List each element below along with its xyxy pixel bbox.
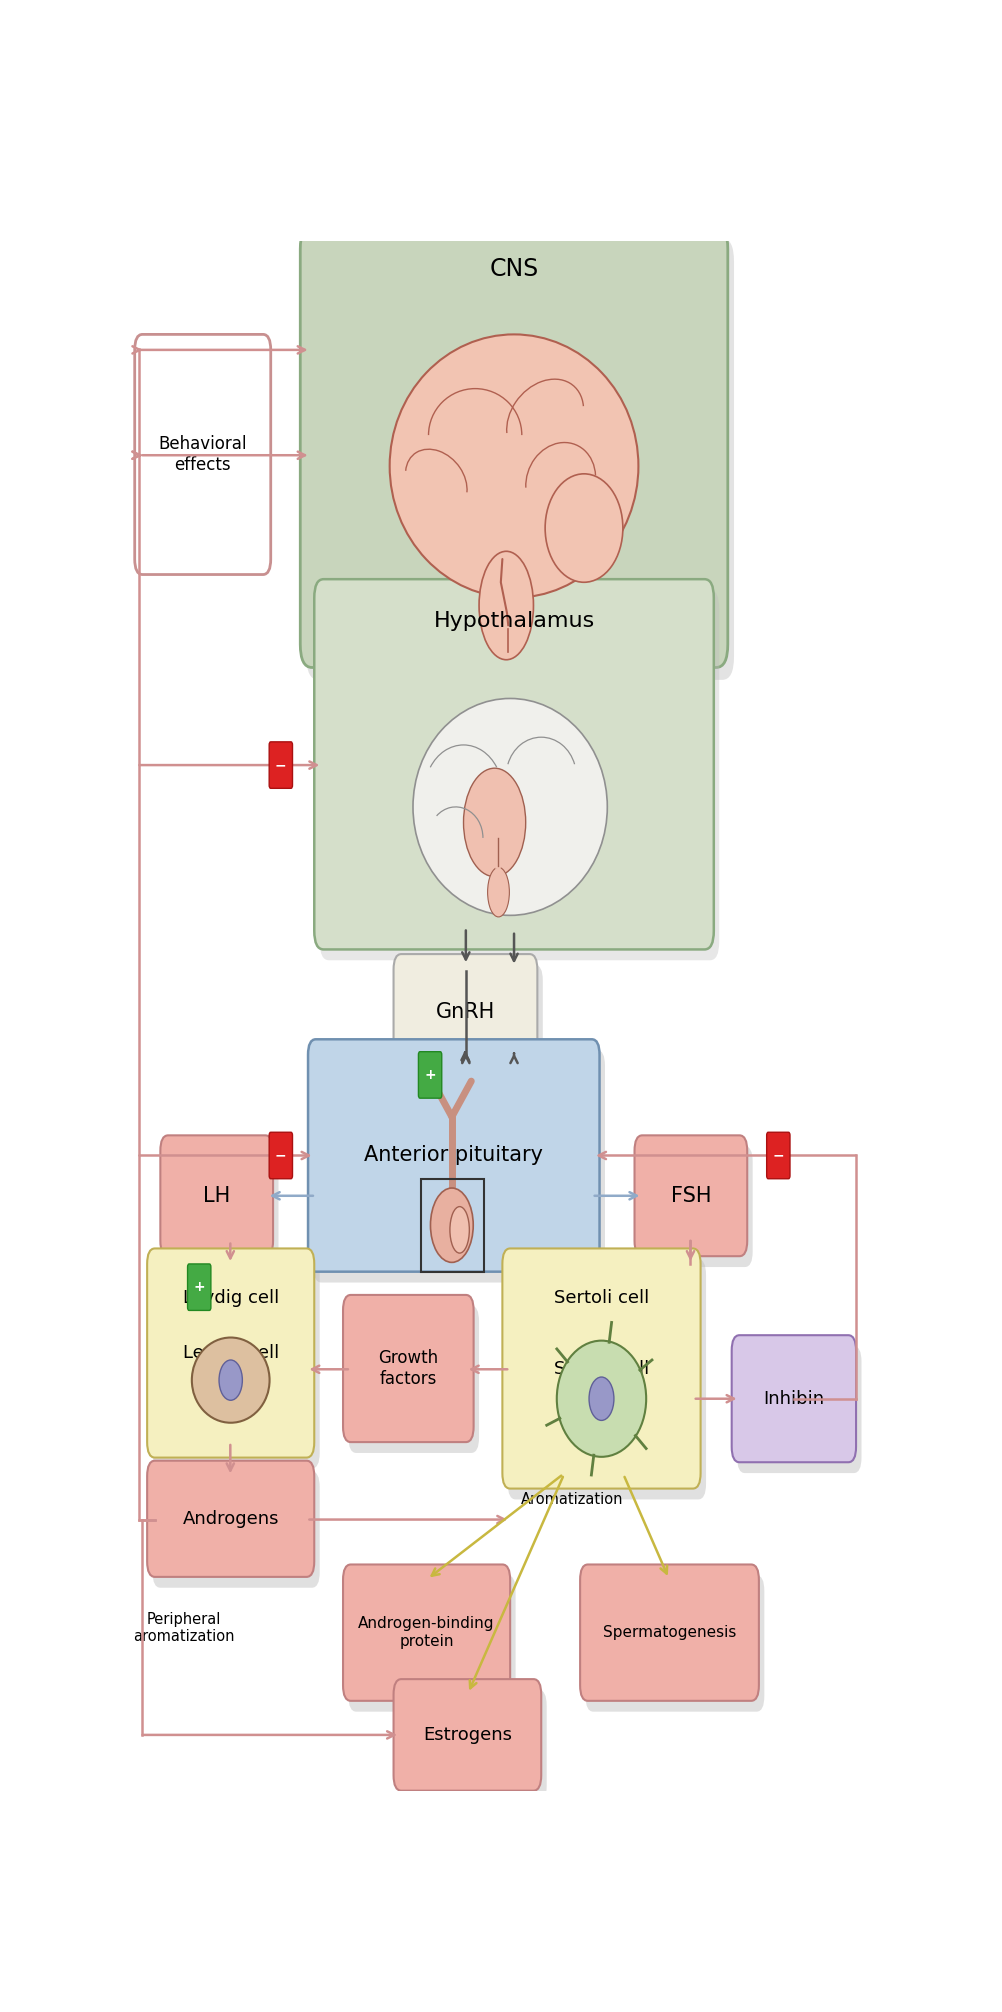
FancyBboxPatch shape	[507, 1260, 705, 1499]
Ellipse shape	[556, 1340, 645, 1457]
FancyBboxPatch shape	[320, 590, 718, 960]
Text: +: +	[193, 1280, 204, 1294]
FancyBboxPatch shape	[418, 1052, 441, 1099]
FancyBboxPatch shape	[393, 954, 537, 1070]
FancyBboxPatch shape	[269, 1133, 293, 1179]
FancyBboxPatch shape	[399, 1690, 546, 1801]
Text: Androgen-binding
protein: Androgen-binding protein	[358, 1616, 494, 1650]
Text: Leydig cell: Leydig cell	[182, 1344, 279, 1362]
Ellipse shape	[191, 1338, 270, 1422]
Text: +: +	[424, 1068, 436, 1082]
Text: GnRH: GnRH	[436, 1002, 495, 1022]
FancyBboxPatch shape	[634, 1135, 746, 1255]
FancyBboxPatch shape	[147, 1247, 314, 1457]
FancyBboxPatch shape	[165, 1147, 279, 1268]
Ellipse shape	[479, 551, 533, 660]
FancyBboxPatch shape	[585, 1575, 764, 1712]
FancyBboxPatch shape	[639, 1147, 752, 1268]
FancyBboxPatch shape	[343, 1565, 510, 1700]
Ellipse shape	[588, 1376, 613, 1420]
FancyBboxPatch shape	[314, 1050, 604, 1282]
Text: Sertoli cell: Sertoli cell	[553, 1360, 648, 1378]
Text: Growth
factors: Growth factors	[378, 1350, 438, 1388]
Ellipse shape	[487, 867, 509, 917]
FancyBboxPatch shape	[147, 1461, 314, 1577]
FancyBboxPatch shape	[134, 334, 271, 575]
Ellipse shape	[430, 1187, 473, 1262]
Text: −: −	[275, 1149, 287, 1163]
FancyBboxPatch shape	[160, 1135, 273, 1255]
Ellipse shape	[450, 1207, 469, 1253]
Text: −: −	[275, 759, 287, 773]
FancyBboxPatch shape	[308, 1040, 599, 1272]
FancyBboxPatch shape	[307, 237, 733, 680]
Text: Inhibin: Inhibin	[763, 1390, 824, 1408]
Text: Behavioral
effects: Behavioral effects	[158, 435, 246, 475]
FancyBboxPatch shape	[736, 1346, 861, 1473]
FancyBboxPatch shape	[348, 1306, 479, 1453]
FancyBboxPatch shape	[152, 1471, 320, 1587]
Text: FSH: FSH	[670, 1185, 710, 1205]
FancyBboxPatch shape	[269, 742, 293, 789]
Text: −: −	[772, 1149, 784, 1163]
FancyBboxPatch shape	[152, 1260, 320, 1469]
FancyBboxPatch shape	[502, 1247, 699, 1489]
Ellipse shape	[389, 334, 637, 598]
Text: Androgens: Androgens	[182, 1509, 279, 1527]
FancyBboxPatch shape	[766, 1133, 790, 1179]
Text: Anterior pituitary: Anterior pituitary	[364, 1145, 543, 1165]
FancyBboxPatch shape	[348, 1575, 515, 1712]
FancyBboxPatch shape	[731, 1336, 856, 1463]
FancyBboxPatch shape	[399, 966, 542, 1080]
Ellipse shape	[463, 769, 525, 877]
Ellipse shape	[413, 698, 607, 915]
Text: Estrogens: Estrogens	[423, 1726, 511, 1744]
Bar	[421, 1179, 484, 1272]
Ellipse shape	[218, 1360, 242, 1400]
Text: Hypothalamus: Hypothalamus	[433, 612, 594, 632]
FancyBboxPatch shape	[300, 225, 727, 668]
Text: Aromatization: Aromatization	[521, 1493, 623, 1507]
Text: Spermatogenesis: Spermatogenesis	[602, 1626, 735, 1640]
FancyBboxPatch shape	[314, 579, 713, 950]
FancyBboxPatch shape	[187, 1264, 210, 1310]
Ellipse shape	[545, 475, 622, 581]
Text: LH: LH	[202, 1185, 230, 1205]
FancyBboxPatch shape	[579, 1565, 759, 1700]
FancyBboxPatch shape	[393, 1680, 541, 1791]
Text: Sertoli cell: Sertoli cell	[553, 1290, 648, 1308]
Text: Leydig cell: Leydig cell	[182, 1290, 279, 1308]
FancyBboxPatch shape	[343, 1296, 473, 1443]
Text: CNS: CNS	[489, 258, 538, 282]
Text: Peripheral
aromatization: Peripheral aromatization	[133, 1612, 234, 1644]
